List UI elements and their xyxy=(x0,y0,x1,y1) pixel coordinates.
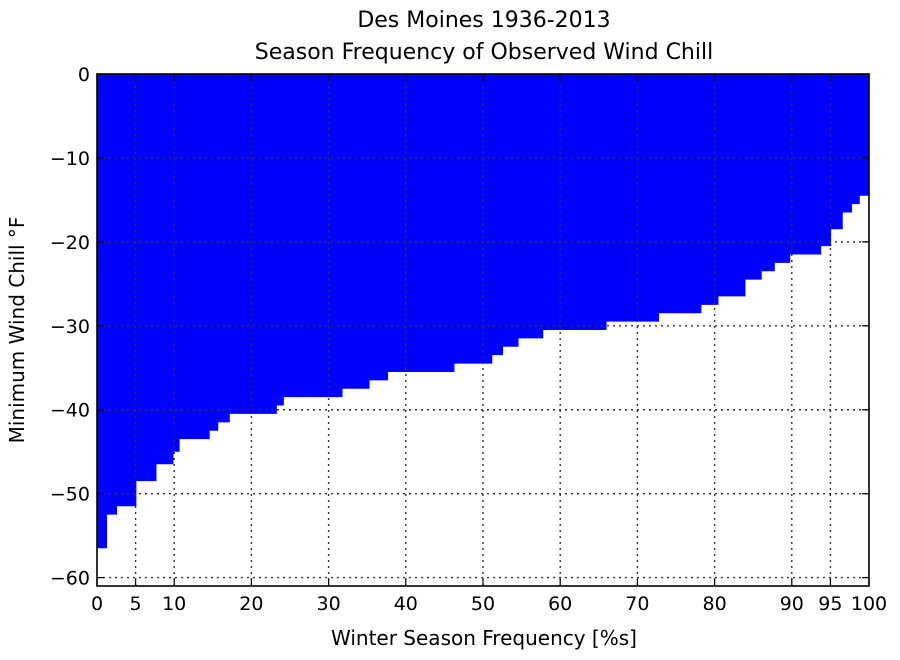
x-tick-label: 90 xyxy=(780,593,804,615)
y-tick-label: −20 xyxy=(50,232,90,254)
x-tick-label: 70 xyxy=(625,593,649,615)
x-tick-label: 20 xyxy=(239,593,263,615)
y-tick-label: −10 xyxy=(50,148,90,170)
x-tick-label: 10 xyxy=(162,593,186,615)
plot-area xyxy=(97,74,869,549)
frequency-area xyxy=(97,74,869,549)
x-tick-label: 60 xyxy=(548,593,572,615)
x-tick-label: 5 xyxy=(130,593,142,615)
y-axis-label: Minimum Wind Chill °F xyxy=(5,217,29,444)
x-tick-label: 0 xyxy=(91,593,103,615)
x-axis-label: Winter Season Frequency [%s] xyxy=(331,626,637,650)
x-tick-label: 50 xyxy=(471,593,495,615)
x-tick-label: 30 xyxy=(317,593,341,615)
x-tick-label: 80 xyxy=(703,593,727,615)
y-tick-label: −60 xyxy=(50,568,90,590)
chart-title: Des Moines 1936-2013 xyxy=(357,8,610,33)
x-tick-label: 100 xyxy=(851,593,887,615)
x-tick-label: 95 xyxy=(818,593,842,615)
chart-subtitle: Season Frequency of Observed Wind Chill xyxy=(255,40,713,65)
y-tick-label: −40 xyxy=(50,400,90,422)
x-tick-label: 40 xyxy=(394,593,418,615)
y-tick-label: −30 xyxy=(50,316,90,338)
y-tick-label: −50 xyxy=(50,484,90,506)
y-tick-label: 0 xyxy=(78,64,90,86)
axes: 0 5 10 20 30 40 50 60 70 80 90 95 100 0 −10 −20 −30 −40 −5… xyxy=(50,64,887,615)
